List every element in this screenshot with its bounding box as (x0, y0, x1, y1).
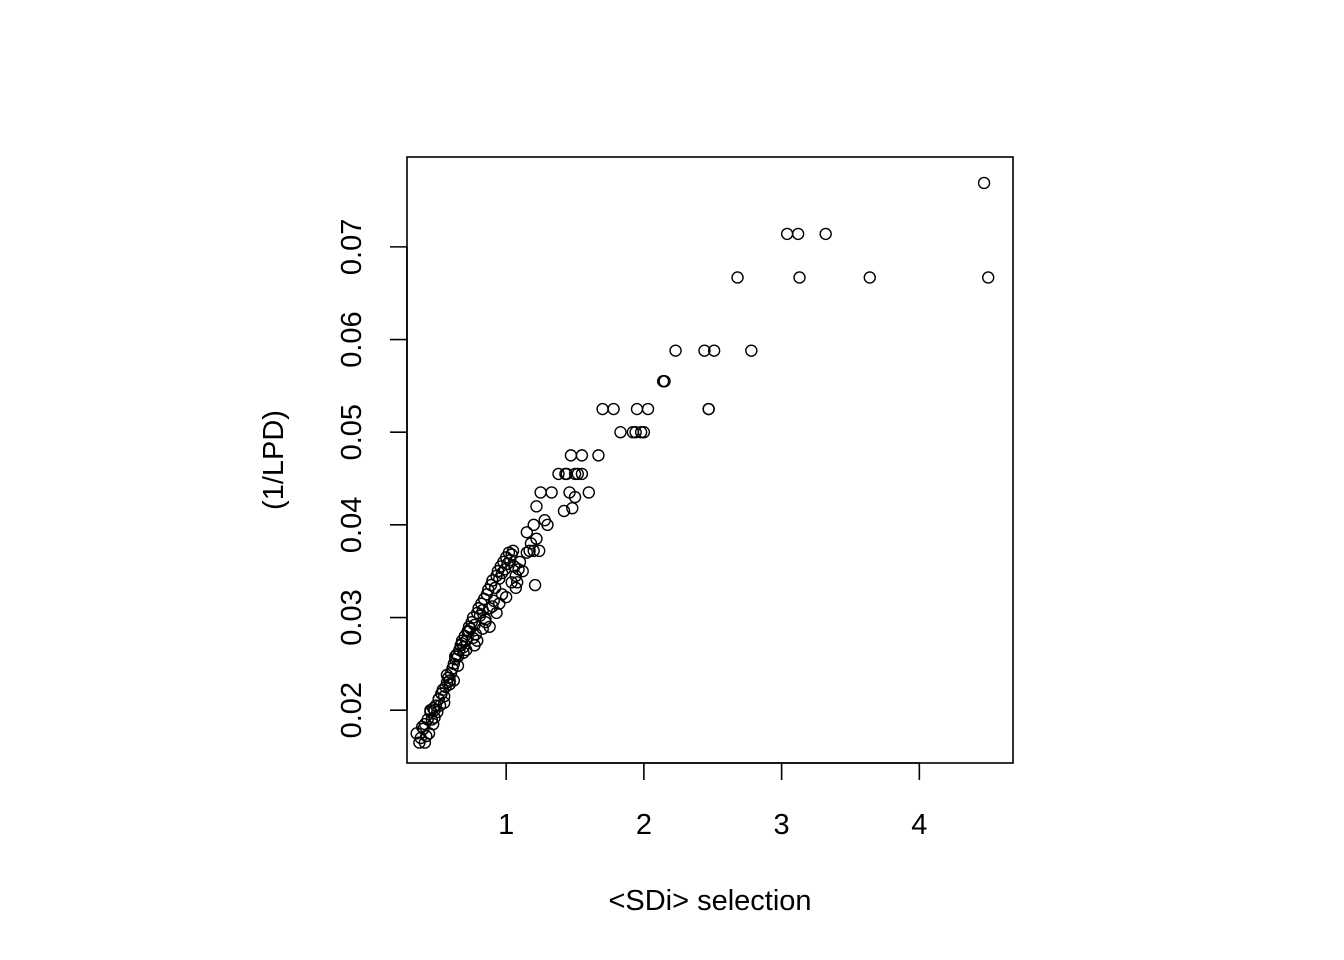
data-point (614, 426, 627, 439)
data-point (563, 486, 576, 499)
data-point (426, 702, 440, 715)
data-point (455, 637, 469, 650)
data-point (863, 271, 876, 284)
data-point (457, 646, 470, 659)
data-point (527, 518, 540, 532)
data-point (534, 486, 547, 499)
data-point (629, 426, 642, 439)
data-point (413, 736, 426, 749)
data-point (432, 692, 445, 706)
data-point (977, 176, 991, 190)
data-point (530, 500, 543, 513)
data-point (630, 402, 644, 416)
data-point (520, 526, 534, 539)
data-point (592, 449, 605, 462)
data-point (528, 578, 542, 592)
data-point (510, 576, 524, 589)
data-point (424, 705, 437, 719)
data-point (431, 705, 444, 719)
x-tick-label: 1 (498, 809, 514, 841)
data-point (707, 344, 721, 357)
data-point (575, 467, 589, 481)
x-axis: 1 2 3 4 (498, 762, 927, 841)
data-points (410, 176, 995, 749)
data-point (493, 597, 506, 610)
data-point (698, 344, 711, 357)
data-point (449, 650, 462, 663)
data-point (499, 590, 513, 604)
data-point (582, 486, 595, 499)
data-point (571, 467, 584, 481)
y-tick-label: 0.07 (336, 219, 368, 275)
data-point (745, 344, 758, 357)
data-point (793, 271, 806, 284)
data-point (641, 402, 655, 416)
data-point (490, 606, 503, 620)
data-point (468, 639, 481, 652)
data-point (566, 501, 579, 515)
x-tick-label: 2 (636, 809, 652, 841)
data-point (819, 227, 832, 241)
data-point (552, 467, 565, 481)
data-point (476, 622, 489, 635)
data-point (418, 717, 432, 731)
y-tick-label: 0.03 (336, 589, 368, 645)
data-point (564, 449, 578, 462)
data-point (533, 544, 546, 558)
x-tick-label: 4 (911, 809, 927, 841)
data-point (780, 227, 794, 241)
data-point (545, 486, 558, 499)
x-tick-label: 3 (774, 809, 790, 841)
data-point (509, 581, 522, 595)
data-point (557, 504, 571, 518)
data-point (575, 449, 589, 462)
y-tick-label: 0.04 (336, 497, 368, 553)
data-point (462, 625, 476, 638)
data-point (483, 620, 496, 633)
data-point (506, 544, 520, 558)
plot-frame (406, 156, 1014, 764)
data-point (982, 271, 995, 284)
data-point (530, 532, 543, 545)
data-point (493, 572, 506, 585)
data-point (731, 271, 744, 284)
data-point (702, 402, 715, 416)
data-point (658, 375, 671, 388)
y-tick-label: 0.05 (336, 404, 368, 460)
data-point (504, 553, 517, 567)
data-point (541, 518, 554, 532)
y-tick-label: 0.02 (336, 682, 368, 738)
data-point (513, 555, 527, 569)
data-point (465, 615, 478, 629)
y-tick-label: 0.06 (336, 311, 368, 367)
data-point (443, 674, 456, 687)
y-axis-label: (1/LPD) (258, 410, 290, 510)
data-point (596, 402, 609, 416)
data-point (607, 402, 620, 416)
data-point (527, 544, 540, 558)
data-point (516, 564, 529, 578)
data-point (637, 426, 651, 439)
data-point (435, 687, 448, 700)
y-axis: 0.02 0.03 0.04 0.05 0.06 0.07 (336, 219, 408, 738)
data-point (451, 659, 465, 672)
data-point (523, 544, 536, 558)
data-point (791, 227, 805, 241)
x-axis-label: <SDi> selection (608, 885, 811, 917)
data-point (486, 600, 499, 613)
data-point (669, 344, 682, 357)
data-point (415, 720, 429, 734)
